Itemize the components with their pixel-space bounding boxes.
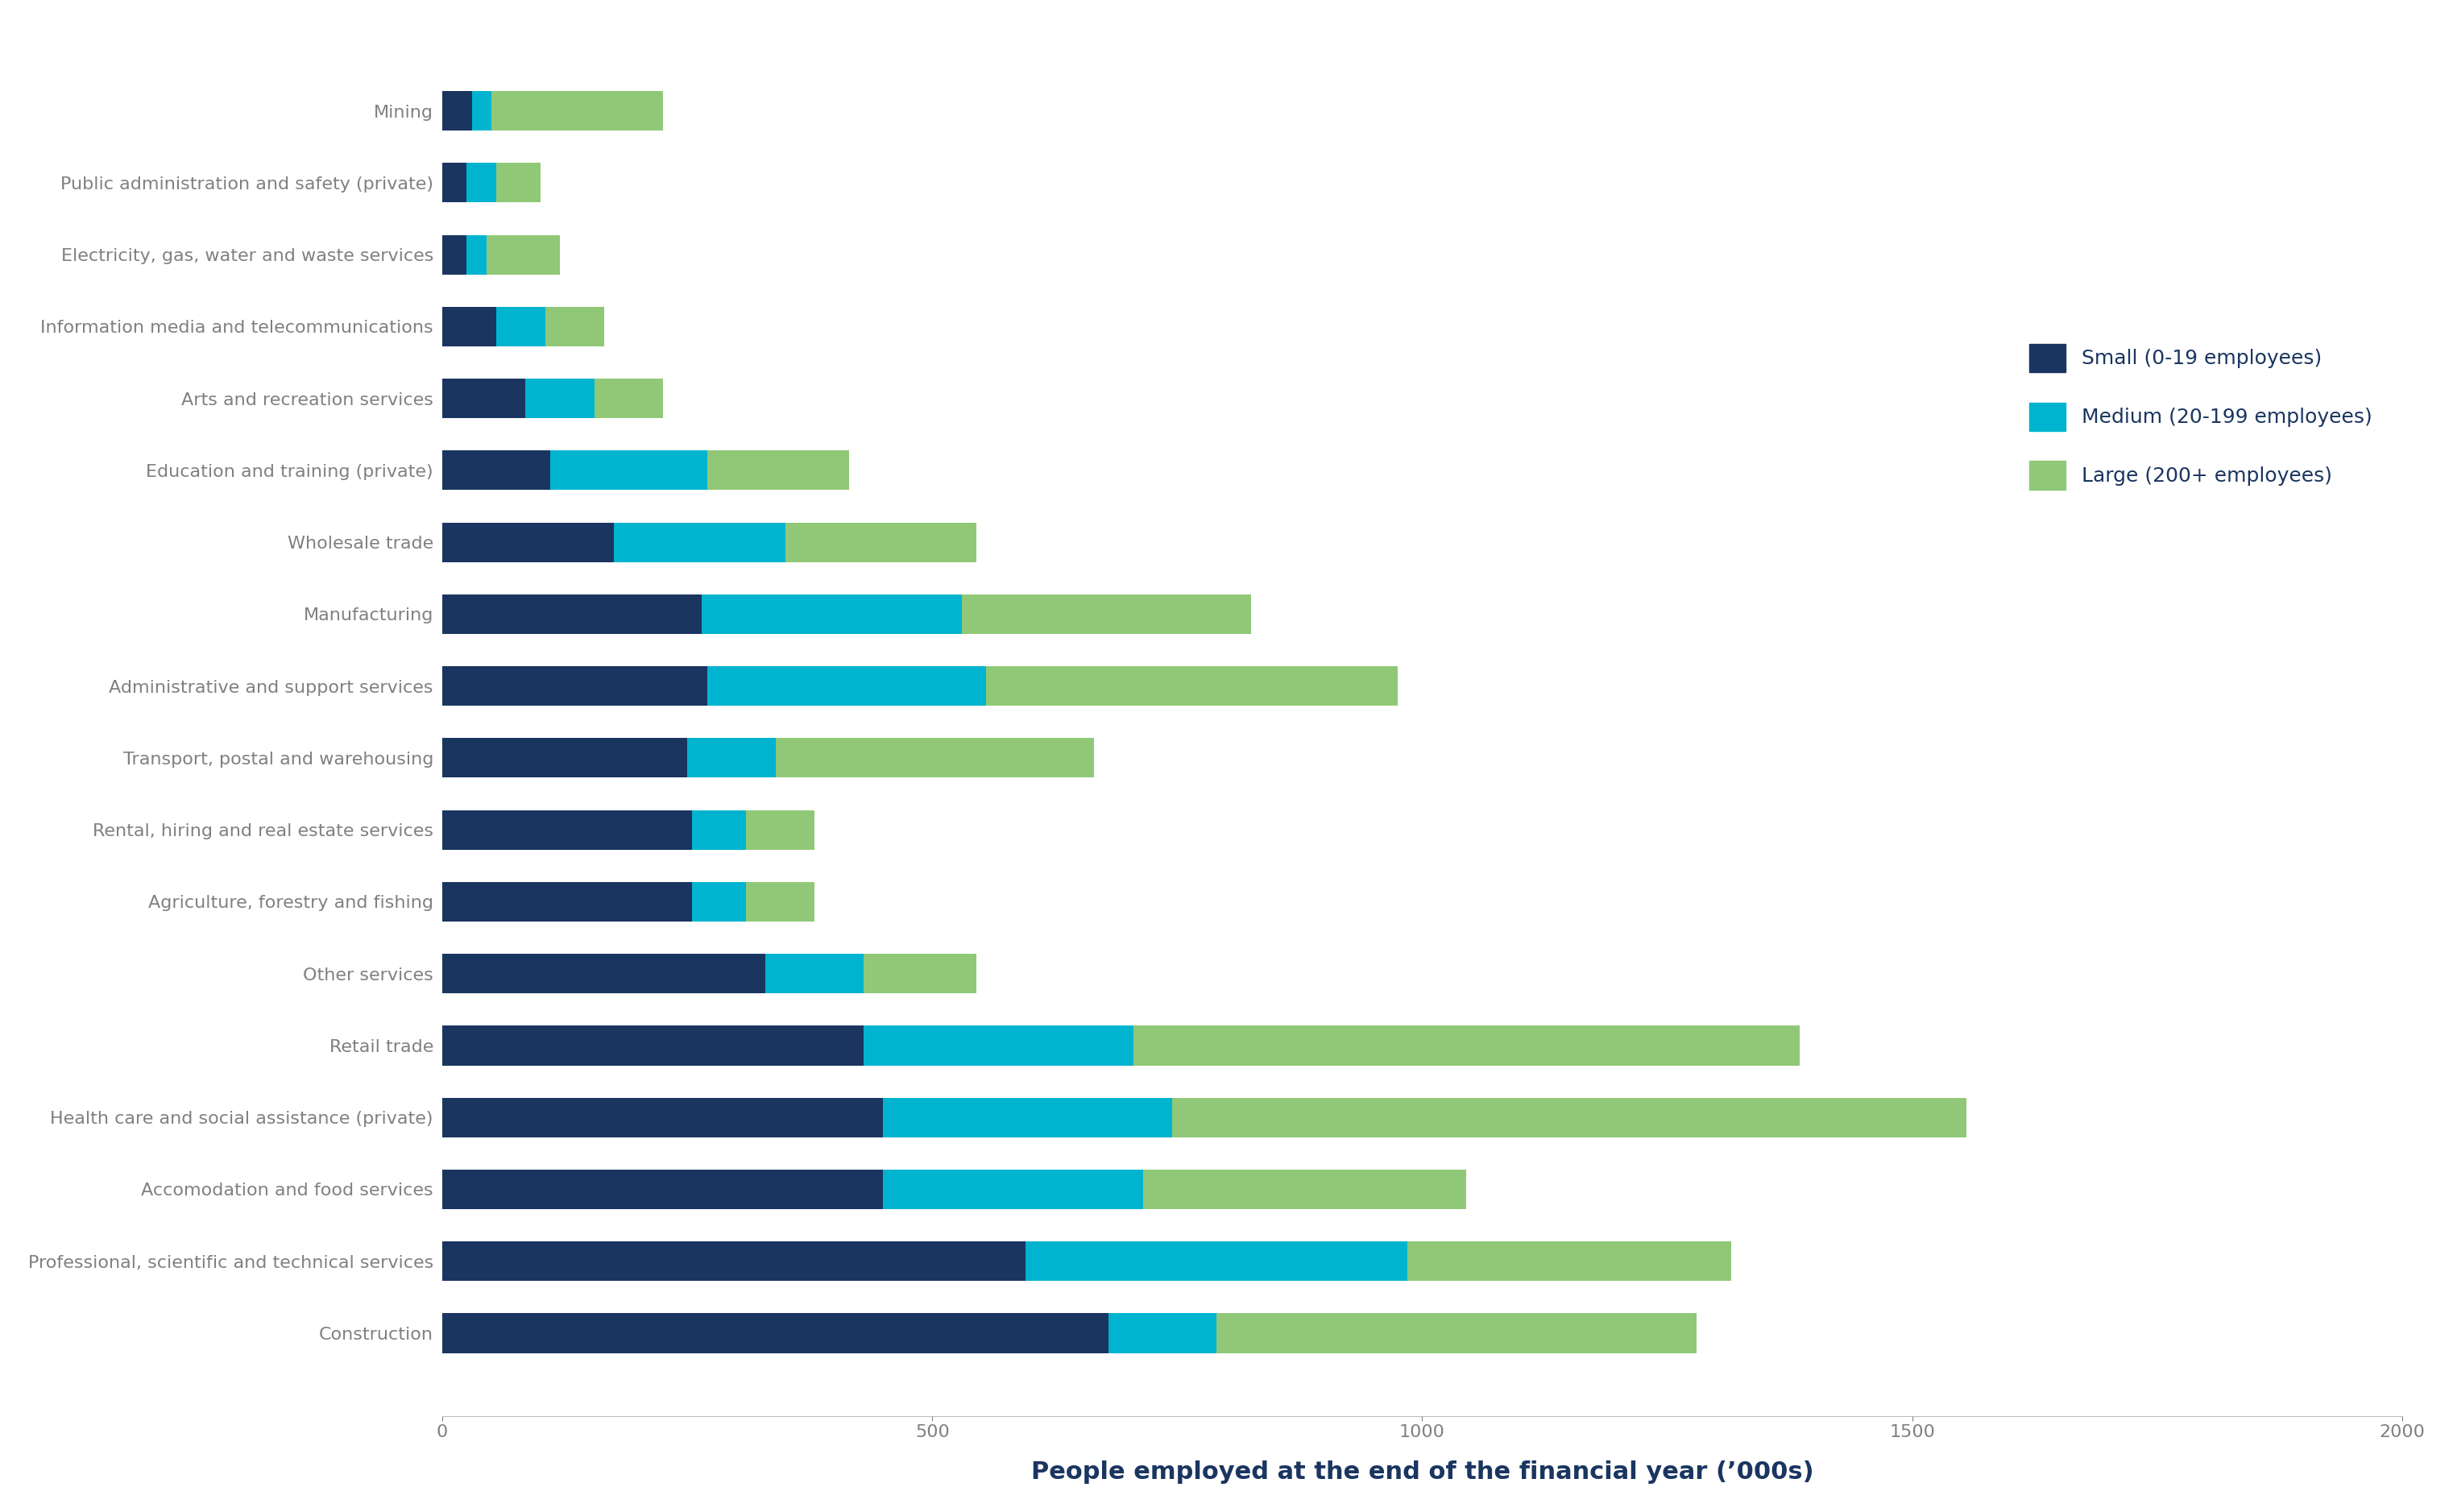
- Bar: [1143, 1170, 1467, 1210]
- Bar: [746, 810, 814, 850]
- Bar: [442, 1170, 883, 1210]
- Bar: [775, 738, 1094, 777]
- Bar: [1109, 1314, 1217, 1353]
- Bar: [496, 163, 540, 203]
- Bar: [442, 881, 692, 921]
- Bar: [687, 738, 775, 777]
- Bar: [706, 667, 986, 706]
- Bar: [442, 594, 702, 634]
- Bar: [863, 1025, 1133, 1066]
- Bar: [442, 738, 687, 777]
- Bar: [496, 307, 545, 346]
- Bar: [442, 234, 466, 274]
- Bar: [1133, 1025, 1801, 1066]
- Bar: [863, 954, 976, 993]
- Bar: [442, 1098, 883, 1137]
- Bar: [442, 667, 706, 706]
- Bar: [785, 523, 976, 562]
- Bar: [525, 378, 594, 419]
- Bar: [442, 307, 496, 346]
- Bar: [442, 810, 692, 850]
- Bar: [594, 378, 662, 419]
- Bar: [442, 378, 525, 419]
- Bar: [442, 1241, 1025, 1281]
- Bar: [706, 451, 849, 490]
- Bar: [466, 234, 486, 274]
- Bar: [883, 1170, 1143, 1210]
- X-axis label: People employed at the end of the financial year (’000s): People employed at the end of the financ…: [1030, 1461, 1813, 1485]
- Bar: [702, 594, 962, 634]
- Bar: [765, 954, 863, 993]
- Bar: [883, 1098, 1173, 1137]
- Bar: [1217, 1314, 1697, 1353]
- Bar: [549, 451, 706, 490]
- Bar: [986, 667, 1398, 706]
- Bar: [442, 954, 765, 993]
- Bar: [486, 234, 559, 274]
- Bar: [442, 1314, 1109, 1353]
- Bar: [466, 163, 496, 203]
- Bar: [1408, 1241, 1732, 1281]
- Bar: [692, 881, 746, 921]
- Bar: [613, 523, 785, 562]
- Bar: [1025, 1241, 1408, 1281]
- Bar: [442, 1025, 863, 1066]
- Bar: [491, 91, 662, 130]
- Bar: [545, 307, 603, 346]
- Bar: [692, 810, 746, 850]
- Bar: [962, 594, 1251, 634]
- Bar: [1173, 1098, 1965, 1137]
- Bar: [746, 881, 814, 921]
- Bar: [471, 91, 491, 130]
- Bar: [442, 163, 466, 203]
- Bar: [442, 91, 471, 130]
- Bar: [442, 523, 613, 562]
- Bar: [442, 451, 549, 490]
- Legend: Small (0-19 employees), Medium (20-199 employees), Large (200+ employees): Small (0-19 employees), Medium (20-199 e…: [2009, 324, 2392, 510]
